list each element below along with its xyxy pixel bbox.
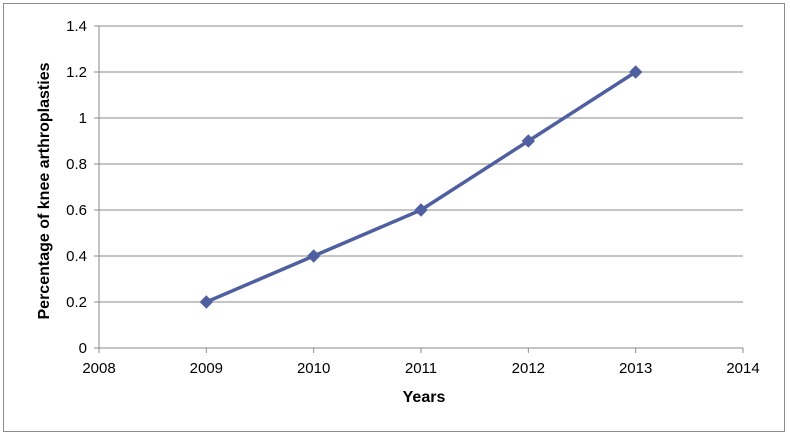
y-tick-label: 1 (79, 110, 87, 127)
y-axis-title: Percentage of knee arthroplasties (36, 62, 53, 319)
data-point-marker (306, 249, 321, 263)
chart-frame: 0 0.2 0.4 0.6 0.8 1 1.2 1.4 2008 2009 2010 2011 201… (3, 3, 785, 432)
y-tick-label: 0 (79, 340, 87, 357)
y-tick-labels: 0 0.2 0.4 0.6 0.8 1 1.2 1.4 (66, 18, 87, 357)
gridlines (99, 25, 743, 303)
y-tick-label: 0.8 (66, 156, 87, 173)
x-tick-label: 2008 (82, 360, 115, 377)
x-tick-label: 2014 (726, 360, 759, 377)
axes (94, 25, 744, 353)
x-tick-label: 2010 (297, 360, 330, 377)
series-line (204, 70, 638, 304)
x-axis-title: Years (403, 389, 446, 406)
y-tick-label: 0.2 (66, 294, 87, 311)
x-tick-label: 2012 (512, 360, 545, 377)
data-point-marker (628, 65, 643, 79)
y-tick-label: 1.2 (66, 64, 87, 81)
x-tick-label: 2011 (405, 360, 437, 377)
data-point-marker (521, 134, 536, 148)
series-line (204, 70, 638, 304)
y-tick-label: 0.4 (66, 248, 87, 265)
line-chart: 0 0.2 0.4 0.6 0.8 1 1.2 1.4 2008 2009 2010 2011 201… (36, 18, 760, 406)
x-tick-label: 2009 (190, 360, 223, 377)
y-tick-label: 0.6 (66, 202, 87, 219)
data-points (199, 65, 643, 309)
x-tick-labels: 2008 2009 2010 2011 2012 2013 2014 (82, 360, 759, 377)
x-tick-label: 2013 (619, 360, 652, 377)
data-point-marker (199, 295, 214, 309)
y-tick-label: 1.4 (66, 18, 87, 35)
data-point-marker (414, 203, 428, 217)
